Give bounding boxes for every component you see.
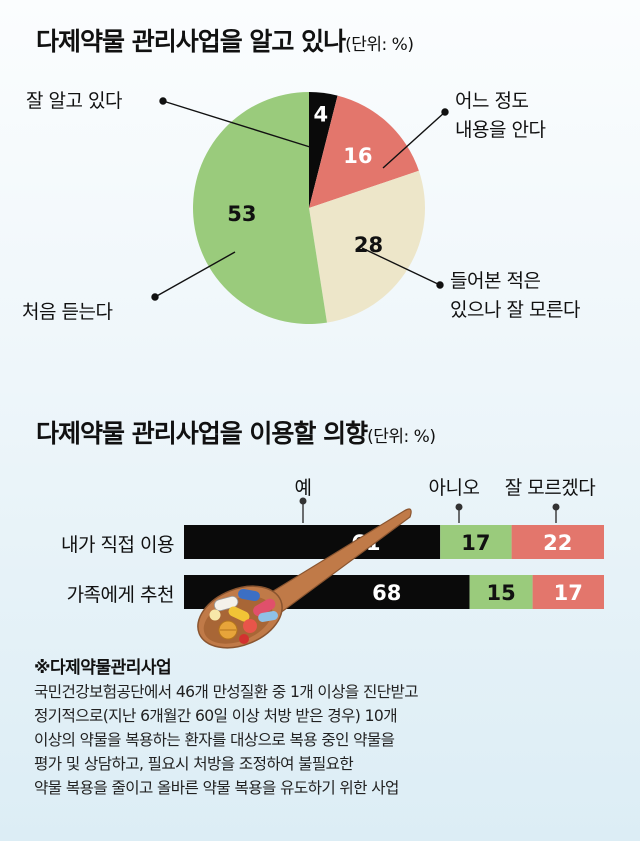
stacked-bar-chart: 611722681517: [184, 525, 604, 609]
pie-label-know-some-1: 어느 정도: [455, 90, 528, 112]
bar-category-family: 가족에게 추천: [67, 584, 174, 606]
pill-round-cream: [209, 609, 221, 621]
pie-chart: 4 16 28 53: [193, 92, 425, 324]
pie-slice-know-well-value: 4: [313, 103, 328, 127]
bar-category-self: 내가 직접 이용: [61, 534, 174, 556]
legend-no: 아니오: [429, 477, 480, 499]
pie-unit-label: (단위: %): [345, 35, 414, 55]
pill-round-red: [243, 619, 257, 633]
callout-dot-first-time: [151, 293, 159, 301]
footnote-title: ※다제약물관리사업: [34, 658, 172, 678]
pie-slice-know-well: [309, 92, 338, 208]
pie-slice-first-time-value: 53: [227, 202, 256, 226]
pie-label-first-time: 처음 듣는다: [22, 301, 112, 323]
bar-segment-dont-know: [532, 575, 604, 609]
footnote-line: 약물 복용을 줄이고 올바른 약물 복용을 유도하기 위한 사업: [34, 779, 399, 797]
bar-chart-title: 다제약물 관리사업을 이용할 의향(단위: %): [36, 414, 436, 450]
pill-pink: [253, 598, 276, 617]
callout-line-first-time: [154, 251, 236, 298]
bar-value-yes: 68: [372, 581, 401, 605]
bar-title-text: 다제약물 관리사업을 이용할 의향: [36, 419, 368, 448]
bar-segment-no: [469, 575, 533, 609]
pill-blue: [238, 588, 260, 602]
pie-chart-title: 다제약물 관리사업을 알고 있나(단위: %): [36, 22, 414, 58]
legend-dont-know: 잘 모르겠다: [505, 477, 595, 499]
pie-label-know-well: 잘 알고 있다: [26, 90, 122, 112]
callout-dot-know-well: [159, 97, 167, 105]
bar-value-no: 15: [486, 581, 515, 605]
pie-slice-first-time: [193, 92, 327, 324]
pie-slice-heard-value: 28: [354, 233, 383, 257]
spoon-handle: [251, 508, 412, 623]
bar-segment-no: [440, 525, 512, 559]
bar-value-no: 17: [461, 531, 490, 555]
pill-yellow: [228, 606, 250, 622]
footnote-line: 이상의 약물을 복용하는 환자를 대상으로 복용 중인 약물을: [34, 731, 395, 749]
bar-segment-dont-know: [511, 525, 604, 559]
marker-dot-dont-know: [552, 503, 560, 511]
pie-callouts: [151, 97, 449, 301]
marker-dot-no: [455, 503, 463, 511]
pie-label-heard-1: 들어본 적은: [450, 270, 540, 292]
pie-slice-know-some-value: 16: [343, 144, 372, 168]
spoon-illustration: [197, 508, 412, 649]
pie-label-heard-2: 있으나 잘 모른다: [450, 299, 580, 321]
callout-line-know-well: [162, 100, 311, 148]
footnote-line: 국민건강보험공단에서 46개 만성질환 중 1개 이상을 진단받고: [34, 683, 419, 701]
marker-dot-yes: [299, 497, 307, 505]
pie-slice-know-some: [309, 95, 419, 208]
bar-segment-yes: [184, 525, 441, 559]
callout-line-know-some: [382, 111, 446, 169]
footnote-line: 평가 및 상담하고, 필요시 처방을 조정하여 불필요한: [34, 755, 354, 773]
callout-dot-know-some: [441, 108, 449, 116]
pie-slice-heard: [309, 170, 425, 323]
callout-dot-heard: [436, 281, 444, 289]
legend-yes: 예: [295, 477, 312, 499]
pill-light-blue: [258, 611, 279, 622]
bar-value-dont-know: 17: [554, 581, 583, 605]
pie-label-know-some-2: 내용을 안다: [455, 119, 545, 141]
bar-value-dont-know: 22: [543, 531, 572, 555]
footnote-line: 정기적으로(지난 6개월간 60일 이상 처방 받은 경우) 10개: [34, 707, 398, 725]
pie-title-text: 다제약물 관리사업을 알고 있나: [36, 27, 346, 56]
pill-small-red: [239, 634, 249, 644]
callout-line-heard: [361, 247, 441, 286]
footnote: ※다제약물관리사업 국민건강보험공단에서 46개 만성질환 중 1개 이상을 진…: [34, 656, 624, 800]
bar-unit-label: (단위: %): [367, 427, 436, 447]
bar-legend-markers: [299, 497, 560, 523]
